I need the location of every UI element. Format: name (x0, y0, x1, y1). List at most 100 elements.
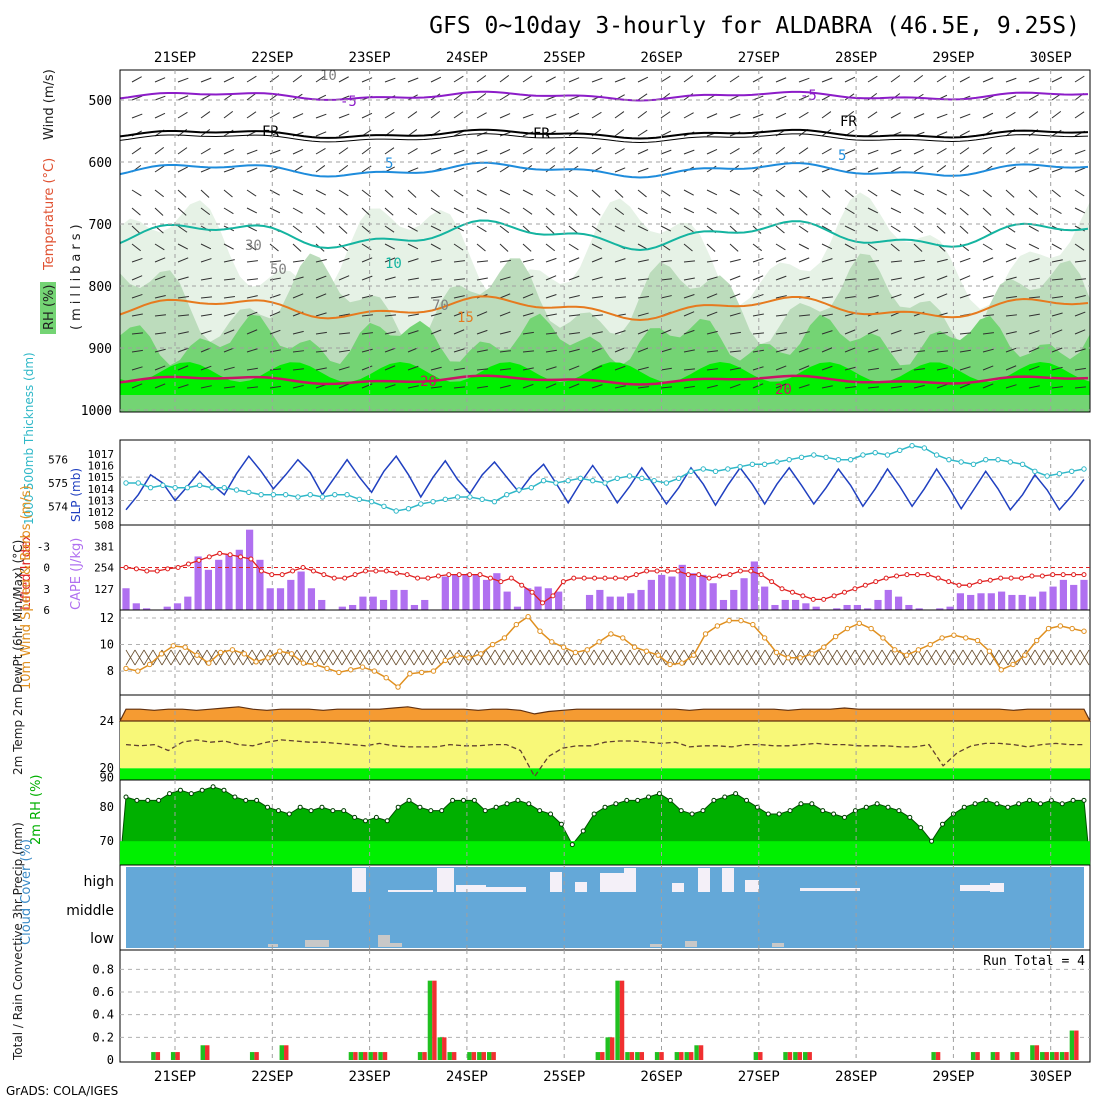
wind10m-line-point (691, 652, 697, 658)
wind-barb (752, 95, 764, 101)
rh2m-point (482, 808, 488, 814)
pressure-tick: 1000 (81, 404, 112, 419)
li-point (935, 575, 941, 581)
wind-barb-10m (836, 649, 847, 666)
wind10m-line-point (336, 669, 342, 676)
wind-barb (1028, 258, 1040, 263)
precip-conv-bar (451, 1052, 457, 1060)
cape-bar (287, 579, 295, 610)
li-point (623, 575, 629, 581)
wind-barb-10m (557, 649, 568, 666)
wind-barb (1028, 347, 1040, 353)
wind-barb (361, 275, 373, 281)
precip-conv-bar (471, 1052, 477, 1060)
rh2m-point (929, 838, 935, 844)
rh2m-point (439, 808, 445, 814)
wind-barb (1051, 295, 1063, 299)
rh2m-point (918, 825, 924, 831)
li-tick: -3 (37, 540, 50, 553)
temp-tick: 20 (100, 761, 114, 775)
li-point (1050, 572, 1056, 578)
wind-barb-10m (1007, 649, 1018, 666)
wind-barb-10m (1025, 649, 1036, 666)
cape-bar (1059, 579, 1068, 610)
wind-barb (269, 207, 281, 214)
wind-barb (1028, 277, 1040, 281)
wind-barb (660, 260, 672, 263)
wind-barb (131, 313, 143, 317)
wind-barb (683, 225, 694, 233)
wind-barb (131, 189, 142, 197)
wind10m-line-point (371, 668, 378, 674)
precip-conv-bar (1074, 1030, 1079, 1060)
wind-barb (1005, 243, 1017, 250)
wind-barb (1005, 189, 1015, 198)
precip-total-bar (170, 1052, 176, 1060)
wind-barb (844, 278, 856, 281)
lifted-index-label: Lifted Index (19, 533, 34, 610)
wind-barb (453, 92, 464, 101)
precip-total-bar (595, 1052, 601, 1060)
wind10m-line-point (667, 661, 673, 668)
wind10m-line-point (525, 613, 531, 620)
li-point (977, 579, 983, 585)
wind-barb (1051, 347, 1063, 353)
rh2m-tick: 80 (100, 800, 114, 814)
cloud-high-bar (624, 868, 636, 892)
precip-tick: 0.4 (92, 1008, 114, 1022)
slp-tick: 1015 (88, 471, 115, 484)
wind-barb (660, 149, 672, 155)
wind-barb (200, 77, 212, 83)
wind-barb (338, 189, 349, 197)
wind-barb (384, 207, 394, 216)
wind-barb (522, 312, 534, 317)
wind-barb (821, 148, 832, 155)
wind-barb (867, 278, 879, 281)
cloud-cover-panel: Cloud Cover (%) high middle low (19, 839, 1091, 951)
wind10m-line (125, 615, 1085, 689)
li-point (769, 579, 775, 585)
wind-barb (568, 314, 580, 317)
wind-barb (1005, 257, 1017, 263)
wind-barb (154, 348, 166, 353)
thickness-line-point (909, 442, 915, 449)
li-point (394, 570, 400, 576)
wind-barb-10m (161, 649, 172, 666)
wind-barb (844, 296, 856, 299)
wind-barb (821, 347, 833, 353)
wind-barb (568, 295, 580, 299)
wind-barb (1074, 367, 1086, 371)
wind-barb (982, 189, 992, 198)
wind-barb (407, 189, 417, 198)
thickness-line-point (958, 459, 964, 465)
wind-barb (660, 75, 671, 83)
wind-barb (361, 146, 372, 155)
wind10m-line-point (844, 625, 851, 632)
contour-15c (119, 295, 1089, 322)
rh2m-point (874, 801, 880, 807)
cape-bar (132, 603, 140, 610)
wind-barb (752, 313, 764, 317)
rh2m-point (678, 808, 684, 814)
cloud-high-bar (672, 883, 684, 892)
wind-barb-10m (503, 649, 514, 666)
wind-barb (269, 75, 280, 83)
wind-barb (591, 189, 601, 198)
wind-tick: 10 (100, 638, 114, 652)
wind-barb (269, 385, 281, 389)
wind-barb (614, 77, 626, 83)
wind-barb (154, 146, 165, 155)
wind10m-line-point (560, 644, 567, 650)
credit-label: GrADS: COLA/IGES (6, 1084, 118, 1098)
rh2m-point (939, 821, 945, 827)
thickness-line-point (946, 456, 952, 463)
wind-barb (1051, 189, 1061, 198)
wind-barb (844, 189, 854, 198)
wind-barb-10m (737, 649, 748, 666)
precip-label: Total / Rain Convective 3hr Precip (mm) (11, 822, 25, 1061)
wind-barb (269, 311, 281, 317)
wind-barb-10m (368, 649, 379, 666)
wind-barb (384, 243, 396, 250)
thickness-line-point (172, 484, 178, 491)
wind-barb (476, 166, 488, 173)
